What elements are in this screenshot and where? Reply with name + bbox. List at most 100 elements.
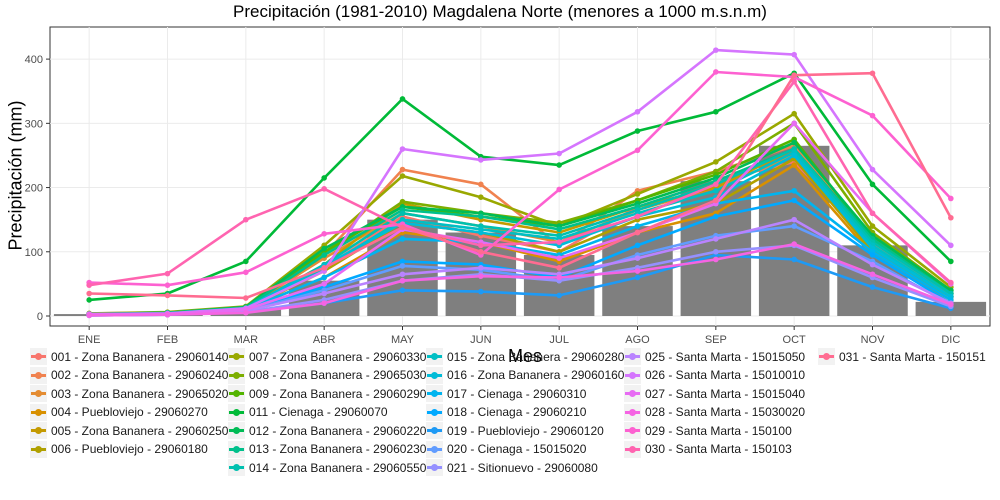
series-point xyxy=(86,297,92,303)
series-point xyxy=(713,187,719,194)
legend-item: 004 - Puebloviejo - 29060270 xyxy=(30,403,208,421)
legend-label: 005 - Zona Bananera - 29060250 xyxy=(51,423,229,438)
series-point xyxy=(713,197,719,204)
series-point xyxy=(556,186,562,193)
legend-item: 028 - Santa Marta - 15030020 xyxy=(624,403,805,421)
series-point xyxy=(791,110,797,117)
legend-item: 021 - Sitionuevo - 29060080 xyxy=(426,459,598,476)
x-tick-label: SEP xyxy=(705,334,727,346)
series-point xyxy=(399,271,406,278)
series-line xyxy=(89,70,952,287)
line-series xyxy=(86,47,954,319)
series-point xyxy=(243,216,249,223)
series-point xyxy=(399,166,406,173)
legend-item: 027 - Santa Marta - 15015040 xyxy=(624,385,805,402)
x-tick-label: AGO xyxy=(625,334,650,346)
series-point xyxy=(556,265,562,271)
legend-item: 018 - Cienaga - 29060210 xyxy=(426,403,587,421)
series-point xyxy=(791,197,797,204)
legend-label: 026 - Santa Marta - 15010010 xyxy=(645,368,806,382)
axes: 0 100 200 300 400 ENE FEB MAR ABR MAY JUN JUL AGO SEP… xyxy=(25,54,961,346)
series-point xyxy=(321,175,327,181)
x-tick-label: FEB xyxy=(157,334,178,346)
series-point xyxy=(791,216,797,223)
x-axis-label: Mes xyxy=(507,346,542,366)
legend-item: 011 - Cienaga - 29060070 xyxy=(228,403,388,421)
legend-item: 001 - Zona Bananera - 29060140 xyxy=(30,348,228,365)
series-point xyxy=(869,271,876,278)
legend-key-icon xyxy=(30,440,47,458)
series-point xyxy=(321,290,327,297)
legend-key-icon xyxy=(624,403,641,421)
legend-key-icon xyxy=(228,403,245,421)
legend-key-icon xyxy=(228,348,245,365)
legend-label: 007 - Zona Bananera - 29060330 xyxy=(249,349,427,364)
series-point xyxy=(399,173,406,179)
legend-label: 021 - Sitionuevo - 29060080 xyxy=(447,460,598,475)
series-point xyxy=(948,301,954,308)
series-point xyxy=(713,69,719,75)
legend-key-icon xyxy=(624,385,641,402)
series-point xyxy=(791,162,797,168)
legend-label: 001 - Zona Bananera - 29060140 xyxy=(51,349,229,364)
legend-item: 026 - Santa Marta - 15010010 xyxy=(624,366,806,384)
series-point xyxy=(556,150,562,157)
series-point xyxy=(399,146,406,152)
legend-label: 002 - Zona Bananera - 29060240 xyxy=(51,368,229,382)
series-point xyxy=(478,265,484,271)
legend-item: 003 - Zona Bananera - 29065020 xyxy=(30,385,228,402)
legend-key-icon xyxy=(228,385,245,402)
series-point xyxy=(948,214,954,221)
series-line xyxy=(89,71,952,300)
series-point xyxy=(634,268,641,274)
series-point xyxy=(478,248,484,255)
legend-key-icon xyxy=(30,385,47,402)
legend-item: 012 - Zona Bananera - 29060220 xyxy=(228,422,426,439)
series-point xyxy=(713,236,719,242)
series-point xyxy=(791,72,797,78)
y-axis-label: Precipitación (mm) xyxy=(5,100,26,251)
legend-item: 019 - Puebloviejo - 29060120 xyxy=(426,422,604,439)
series-point xyxy=(556,255,562,261)
legend-label: 019 - Puebloviejo - 29060120 xyxy=(447,423,604,438)
legend-key-icon xyxy=(228,459,245,476)
series-point xyxy=(948,195,954,202)
series-point xyxy=(869,112,876,119)
legend-label: 018 - Cienaga - 29060210 xyxy=(447,405,587,419)
x-tick-label: JUL xyxy=(549,334,569,346)
legend-label: 017 - Cienaga - 29060310 xyxy=(447,386,587,401)
series-point xyxy=(164,270,171,277)
legend-key-icon xyxy=(426,403,443,421)
series-point xyxy=(478,229,484,236)
series-point xyxy=(243,295,249,301)
chart-title: Precipitación (1981-2010) Magdalena Nort… xyxy=(233,2,767,21)
series-point xyxy=(556,292,562,299)
series-point xyxy=(243,269,249,276)
legend-label: 012 - Zona Bananera - 29060220 xyxy=(249,423,427,438)
legend-item: 008 - Zona Bananera - 29065030 xyxy=(228,366,427,384)
series-point xyxy=(399,236,406,242)
series-point xyxy=(478,213,484,220)
series-point xyxy=(556,274,562,281)
series-point xyxy=(164,311,171,318)
series-point xyxy=(478,288,484,295)
legend-label: 008 - Zona Bananera - 29065030 xyxy=(249,368,427,382)
series-point xyxy=(634,229,641,236)
legend-key-icon xyxy=(426,385,443,402)
legend-key-icon xyxy=(426,440,443,458)
legend-label: 011 - Cienaga - 29060070 xyxy=(249,405,388,419)
series-point xyxy=(556,162,562,168)
legend-item: 016 - Zona Bananera - 29060160 xyxy=(426,366,624,384)
series-point xyxy=(243,258,249,265)
series-point xyxy=(869,252,876,258)
legend-key-icon xyxy=(624,366,641,384)
series-point xyxy=(243,309,249,316)
legend-key-icon xyxy=(624,422,641,439)
legend-item: 006 - Puebloviejo - 29060180 xyxy=(30,440,208,458)
legend-key-icon xyxy=(228,366,245,384)
legend-label: 030 - Santa Marta - 150103 xyxy=(645,442,792,456)
y-tick-label: 0 xyxy=(37,311,43,323)
y-tick-label: 300 xyxy=(25,118,43,130)
series-point xyxy=(399,198,406,205)
series-point xyxy=(321,186,327,192)
